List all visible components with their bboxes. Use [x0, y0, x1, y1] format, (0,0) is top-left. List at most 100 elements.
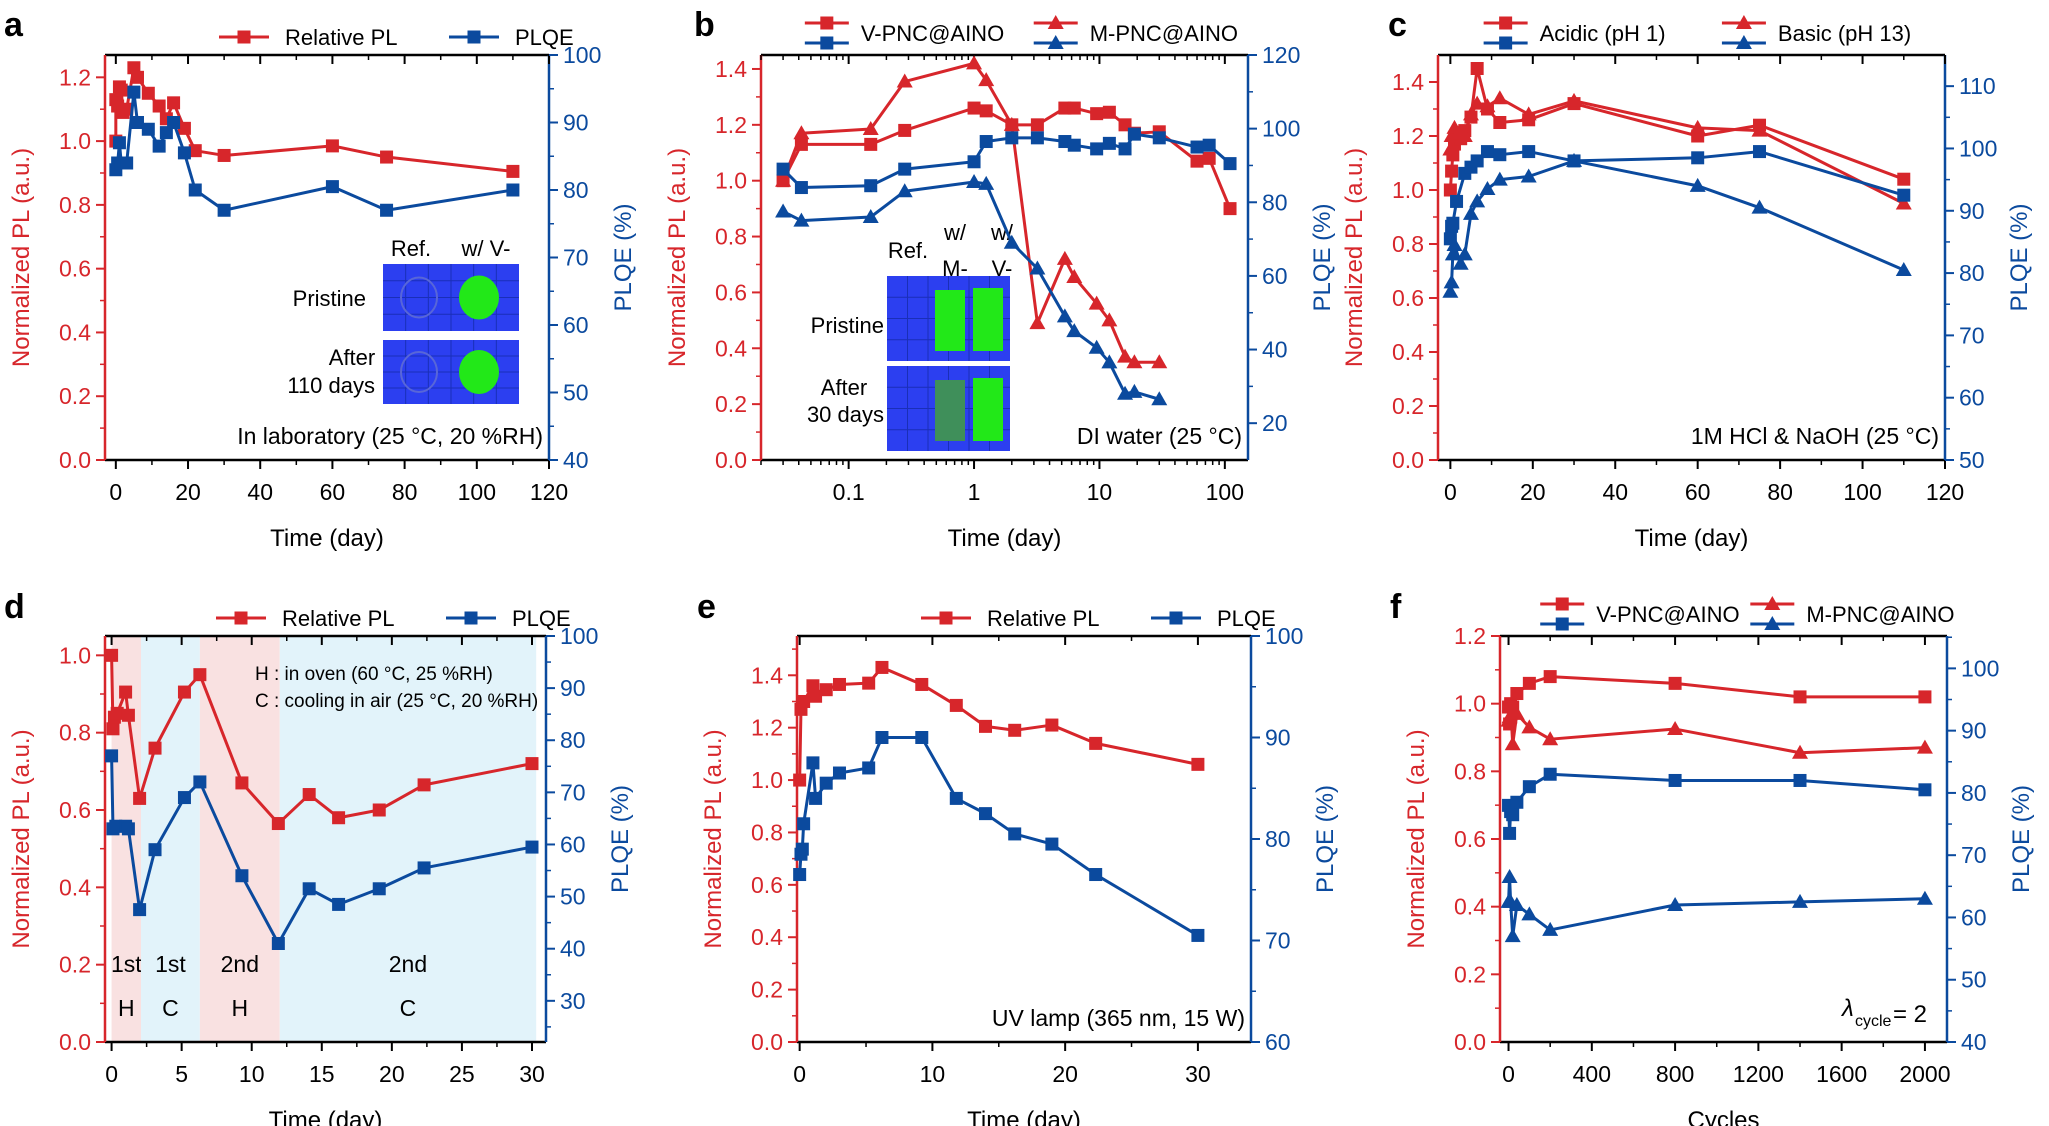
data-point: [1190, 154, 1204, 168]
y-tick-label: 0.2: [59, 383, 91, 409]
data-point: [152, 99, 166, 113]
legend-marker: [467, 30, 481, 44]
data-point: [1089, 736, 1103, 750]
data-point: [1897, 188, 1911, 202]
data-point: [193, 775, 207, 789]
band-cool: [279, 636, 537, 1042]
inset-label: Ref.: [888, 238, 928, 263]
y-tick-label: 1.2: [1454, 623, 1486, 649]
x-tick-label: 100: [458, 479, 496, 505]
data-point: [864, 179, 878, 193]
data-point: [1030, 118, 1044, 132]
panel-letter: e: [697, 588, 716, 626]
data-point: [1689, 177, 1706, 192]
legend-marker: [1735, 35, 1752, 49]
x-axis-label: Time (day): [270, 525, 384, 552]
data-point: [1916, 890, 1933, 905]
y-tick-label: 0.2: [1392, 393, 1424, 419]
data-point: [130, 116, 144, 129]
data-point: [1510, 795, 1524, 809]
data-point: [119, 685, 133, 699]
data-point: [177, 121, 191, 135]
series-line: [1448, 159, 1905, 292]
ref-sample: [400, 351, 438, 393]
y-tick-label: 0.4: [715, 335, 747, 361]
legend-label: M-PNC@AINO: [1806, 602, 1954, 627]
series-line: [1448, 67, 1905, 191]
legend-marker: [464, 611, 478, 625]
y-tick-label: 0.6: [59, 797, 91, 823]
data-point: [380, 203, 394, 217]
data-point: [130, 70, 144, 84]
data-point: [1102, 105, 1116, 119]
data-point: [1506, 808, 1520, 822]
y-tick-label: 0.8: [59, 192, 91, 218]
x-tick-label: 5: [175, 1061, 188, 1087]
data-point: [141, 86, 155, 100]
series-red-triangle: [1500, 699, 1933, 759]
v-sample: [973, 288, 1003, 351]
series-line: [1507, 875, 1925, 938]
band-heat: [199, 636, 280, 1042]
y-tick-label: 0.2: [715, 391, 747, 417]
band-label: H: [231, 995, 248, 1021]
y-tick-label: 1.0: [1454, 691, 1486, 717]
y-tick-label: 0.0: [715, 447, 747, 473]
y-tick-label: 1.0: [59, 128, 91, 154]
y-axis-label: Normalized PL (a.u.): [8, 148, 35, 367]
y-tick-label: 1.4: [715, 56, 747, 82]
series-blue-square: [776, 127, 1237, 195]
legend: V-PNC@AINO M-PNC@AINO: [1540, 596, 1955, 631]
inset-label: w/: [990, 220, 1014, 245]
data-point: [978, 175, 995, 190]
y-axis-label: Normalized PL (a.u.): [700, 729, 727, 948]
inset-label: After: [821, 375, 867, 400]
y-tick-label: 0.8: [1454, 758, 1486, 784]
x-tick-label: 1600: [1816, 1061, 1867, 1087]
panel-letter: b: [694, 6, 715, 44]
y-tick-label: 0.8: [1392, 231, 1424, 257]
data-point: [794, 181, 808, 195]
legend-marker: [1555, 597, 1569, 611]
y-axis-label: Normalized PL (a.u.): [1403, 729, 1430, 948]
y2-tick-label: 30: [560, 988, 586, 1014]
data-point: [1751, 122, 1768, 137]
data-point: [979, 104, 993, 118]
y2-axis-label: PLQE (%): [610, 203, 637, 311]
data-point: [1126, 354, 1143, 369]
y-tick-label: 0.6: [59, 256, 91, 282]
data-point: [1067, 138, 1081, 152]
band-label: 1st: [111, 951, 142, 977]
y-tick-label: 1.0: [751, 767, 783, 793]
legend-label: M-PNC@AINO: [1090, 21, 1238, 46]
y2-tick-label: 70: [1961, 842, 1987, 868]
data-point: [1792, 893, 1809, 908]
data-point: [949, 791, 963, 805]
data-point: [1462, 106, 1479, 121]
data-point: [1504, 736, 1521, 751]
y2-tick-label: 100: [563, 42, 601, 68]
y-tick-label: 1.2: [1392, 123, 1424, 149]
y-tick-label: 0.6: [715, 279, 747, 305]
data-point: [1895, 195, 1912, 210]
data-point: [1479, 180, 1496, 195]
data-point: [1502, 699, 1519, 714]
data-point: [1066, 323, 1083, 338]
x-tick-label: 60: [320, 479, 346, 505]
data-point: [1521, 906, 1538, 921]
y-tick-label: 0.6: [1392, 285, 1424, 311]
panel-letter: a: [4, 6, 24, 44]
x-tick-label: 20: [175, 479, 201, 505]
x-tick-label: 60: [1685, 479, 1711, 505]
series-line: [1507, 772, 1926, 835]
data-point: [1462, 205, 1479, 220]
x-tick-label: 0: [1502, 1061, 1515, 1087]
x-tick-label: 20: [379, 1061, 405, 1087]
legend-marker: [1555, 617, 1569, 631]
data-point: [1918, 783, 1932, 797]
y2-tick-label: 90: [563, 110, 589, 136]
data-point: [1508, 705, 1525, 720]
data-point: [898, 123, 912, 137]
y2-tick-label: 50: [1961, 967, 1987, 993]
data-point: [797, 817, 811, 831]
